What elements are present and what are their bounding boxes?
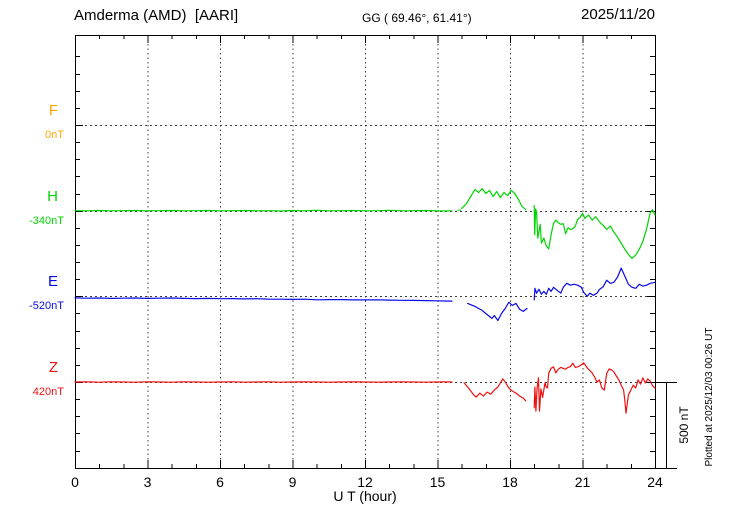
trace-h bbox=[461, 188, 527, 211]
x-tick-label: 24 bbox=[647, 474, 663, 490]
channel-label-e: E bbox=[47, 273, 58, 290]
trace-z bbox=[463, 378, 527, 402]
trace-e bbox=[533, 267, 656, 301]
channel-baseline-f: 0nT bbox=[45, 129, 64, 141]
x-tick-label: 18 bbox=[502, 474, 518, 490]
x-tick-label: 21 bbox=[574, 474, 591, 490]
x-axis-label: U T (hour) bbox=[333, 488, 397, 504]
scalebar-label: 500 nT bbox=[677, 406, 691, 444]
x-tick-label: 15 bbox=[429, 474, 446, 490]
trace-e bbox=[467, 301, 528, 322]
x-tick-label: 12 bbox=[357, 474, 373, 490]
channel-label-h: H bbox=[47, 188, 58, 205]
geographic-coordinates: GG ( 69.46°, 61.41°) bbox=[362, 11, 472, 25]
channel-baseline-h: -340nT bbox=[29, 215, 64, 227]
x-tick-label: 6 bbox=[216, 474, 224, 490]
trace-e bbox=[74, 297, 453, 302]
x-tick-label: 3 bbox=[143, 474, 152, 490]
trace-h bbox=[74, 209, 453, 212]
channel-baseline-e: -520nT bbox=[29, 300, 64, 312]
x-tick-label: 0 bbox=[71, 474, 79, 490]
channel-baseline-z: 420nT bbox=[32, 386, 64, 398]
station-title: Amderma (AMD) [AARI] bbox=[74, 7, 239, 24]
trace-h bbox=[533, 204, 656, 259]
channel-label-z: Z bbox=[48, 359, 58, 376]
trace-z bbox=[533, 362, 656, 414]
x-tick-label: 9 bbox=[288, 474, 297, 490]
channel-label-f: F bbox=[48, 102, 58, 119]
plotted-timestamp-note: Plotted at 2025/12/03 00:26 UT bbox=[704, 327, 715, 467]
plot-date: 2025/11/20 bbox=[581, 6, 655, 23]
